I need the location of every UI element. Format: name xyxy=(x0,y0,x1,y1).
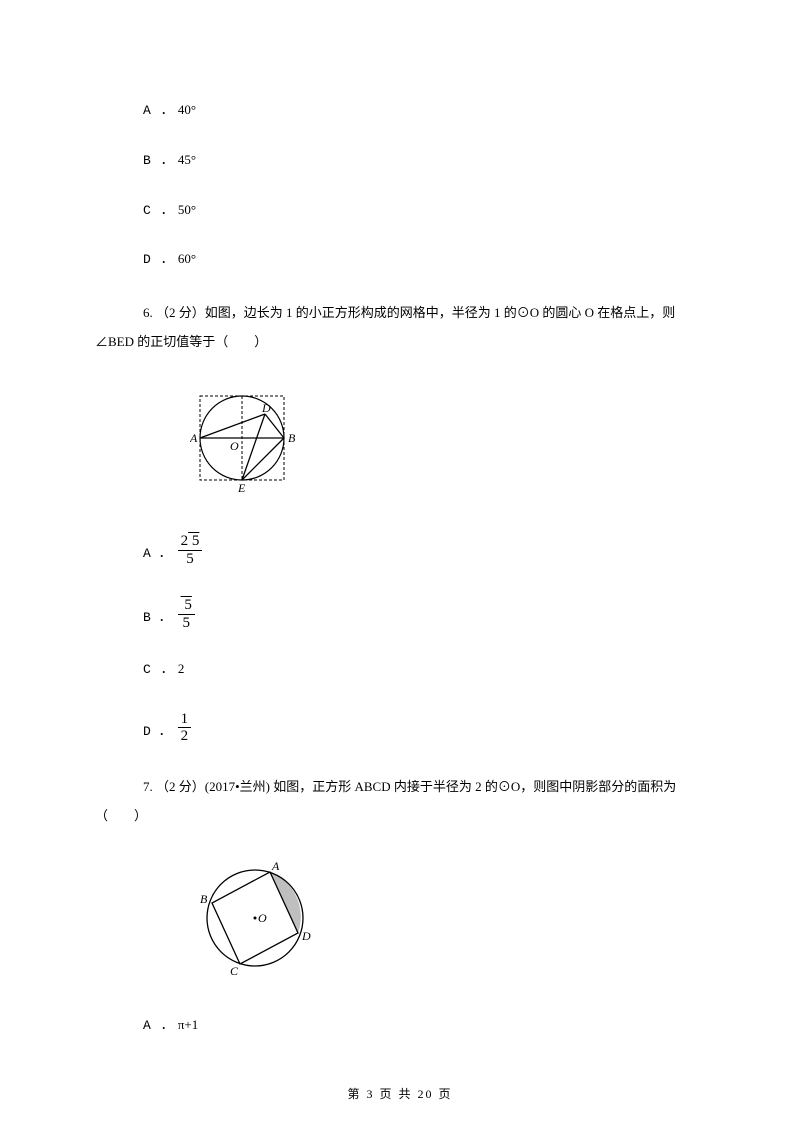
denominator: 5 xyxy=(183,551,197,568)
label-o: O xyxy=(230,439,239,453)
figure-q6: A B D E O xyxy=(190,384,705,501)
q6-option-c: C ． 2 xyxy=(95,659,705,681)
option-value: π+1 xyxy=(178,1017,198,1032)
option-label: A ． xyxy=(143,544,172,565)
question-6: 6. （2 分）如图，边长为 1 的小正方形构成的网格中，半径为 1 的⊙O 的… xyxy=(95,299,705,356)
footer-text: 第 3 页 共 20 页 xyxy=(347,1087,452,1101)
denominator: 5 xyxy=(179,615,193,632)
option-value: 60° xyxy=(178,251,196,266)
figure-q7: A B C D O xyxy=(190,858,705,985)
denominator: 2 xyxy=(178,728,192,745)
option-value: 45° xyxy=(178,152,196,167)
question-number: 6. xyxy=(143,305,153,320)
question-source: (2017•兰州) xyxy=(205,779,273,794)
grid-circle-diagram: A B D E O xyxy=(190,384,310,494)
q7-option-a: A ． π+1 xyxy=(95,1015,705,1037)
label-b: B xyxy=(200,892,208,906)
option-label: B ． xyxy=(143,153,175,168)
option-b: B ． 45° xyxy=(95,150,705,172)
option-value: 50° xyxy=(178,202,196,217)
page-footer: 第 3 页 共 20 页 xyxy=(0,1085,800,1102)
label-c: C xyxy=(230,964,239,978)
option-label: D ． xyxy=(143,722,172,743)
fraction: 5 5 xyxy=(178,597,195,631)
option-c: C ． 50° xyxy=(95,200,705,222)
label-e: E xyxy=(237,481,246,494)
fraction: 1 2 xyxy=(178,711,192,745)
numerator: 2 5 xyxy=(178,533,203,551)
option-a: A ． 40° xyxy=(95,100,705,122)
q6-option-b: B ． 5 5 xyxy=(95,595,705,629)
option-label: D ． xyxy=(143,252,175,267)
numerator: 1 xyxy=(178,711,192,729)
label-d: D xyxy=(301,929,311,943)
option-label: B ． xyxy=(143,608,172,629)
square-in-circle-diagram: A B C D O xyxy=(190,858,320,978)
numerator: 5 xyxy=(178,597,195,615)
option-label: A ． xyxy=(143,1018,175,1033)
question-number: 7. xyxy=(143,779,153,794)
label-a: A xyxy=(271,859,280,873)
question-points: （2 分） xyxy=(156,779,205,794)
option-label: C ． xyxy=(143,662,175,677)
label-o: O xyxy=(258,911,267,925)
label-d: D xyxy=(261,401,271,415)
fraction: 2 5 5 xyxy=(178,533,203,567)
option-label: A ． xyxy=(143,103,175,118)
q6-option-a: A ． 2 5 5 xyxy=(95,531,705,565)
q6-option-d: D ． 1 2 xyxy=(95,709,705,743)
label-b: B xyxy=(288,431,296,445)
question-7: 7. （2 分）(2017•兰州) 如图，正方形 ABCD 内接于半径为 2 的… xyxy=(95,773,705,830)
option-label: C ． xyxy=(143,203,175,218)
option-value: 40° xyxy=(178,102,196,117)
question-points: （2 分） xyxy=(156,305,205,320)
option-value: 2 xyxy=(178,661,185,676)
option-d: D ． 60° xyxy=(95,249,705,271)
label-a: A xyxy=(190,431,198,445)
